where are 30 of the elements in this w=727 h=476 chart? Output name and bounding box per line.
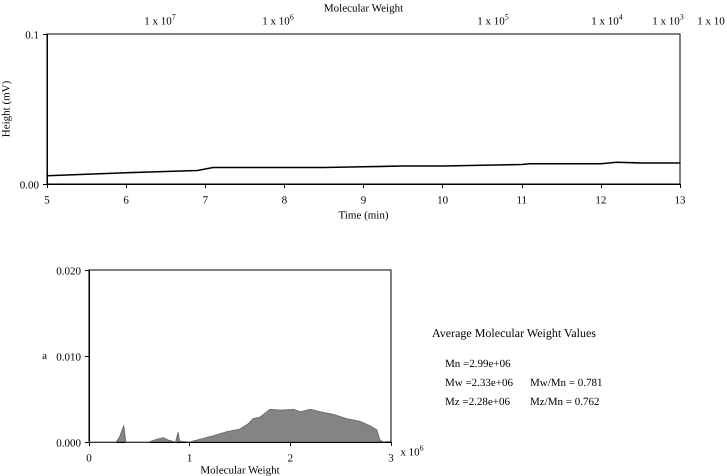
- x-tick-label: 13: [674, 194, 686, 206]
- x-tick-label: 0: [86, 452, 92, 464]
- x-tick-label: 7: [202, 194, 208, 206]
- x-tick-label: 8: [282, 194, 288, 206]
- text: Mz/Mn = 0.762: [530, 396, 600, 408]
- y-tick-label: 0.000: [56, 438, 82, 450]
- y-axis-title: Height (mV): [0, 80, 12, 138]
- x-tick-label: 12: [595, 194, 606, 206]
- x-tick-label: 1: [186, 452, 192, 464]
- y-tick-label: 0.1: [25, 30, 39, 42]
- x-tick-label: 6: [123, 194, 130, 206]
- y-tick-label: 0.00: [20, 180, 40, 192]
- y-axis-title: a: [42, 350, 48, 362]
- x-tick-label: 10: [437, 194, 449, 206]
- x-tick-label: 9: [360, 194, 367, 206]
- text: Mw =2.33e+06: [445, 377, 514, 389]
- text: Mz =2.28e+06: [445, 396, 510, 408]
- x-tick-label: 2: [288, 452, 294, 464]
- text: Mw/Mn = 0.781: [530, 377, 603, 389]
- x2-axis-title: Molecular Weight: [324, 2, 404, 14]
- y-tick-label: 0.010: [56, 352, 82, 364]
- text: 1 x 10: [697, 16, 726, 28]
- y-tick-label: 0.020: [56, 266, 82, 278]
- x-tick-label: 3: [388, 452, 394, 464]
- text: Average Molecular Weight Values: [432, 326, 596, 341]
- x-tick-label: 5: [44, 194, 50, 206]
- x-tick-label: 11: [516, 194, 528, 206]
- x-axis-title: Molecular Weight: [200, 464, 280, 476]
- text: Mn =2.99e+06: [445, 358, 511, 370]
- x-axis-title: Time (min): [338, 210, 389, 222]
